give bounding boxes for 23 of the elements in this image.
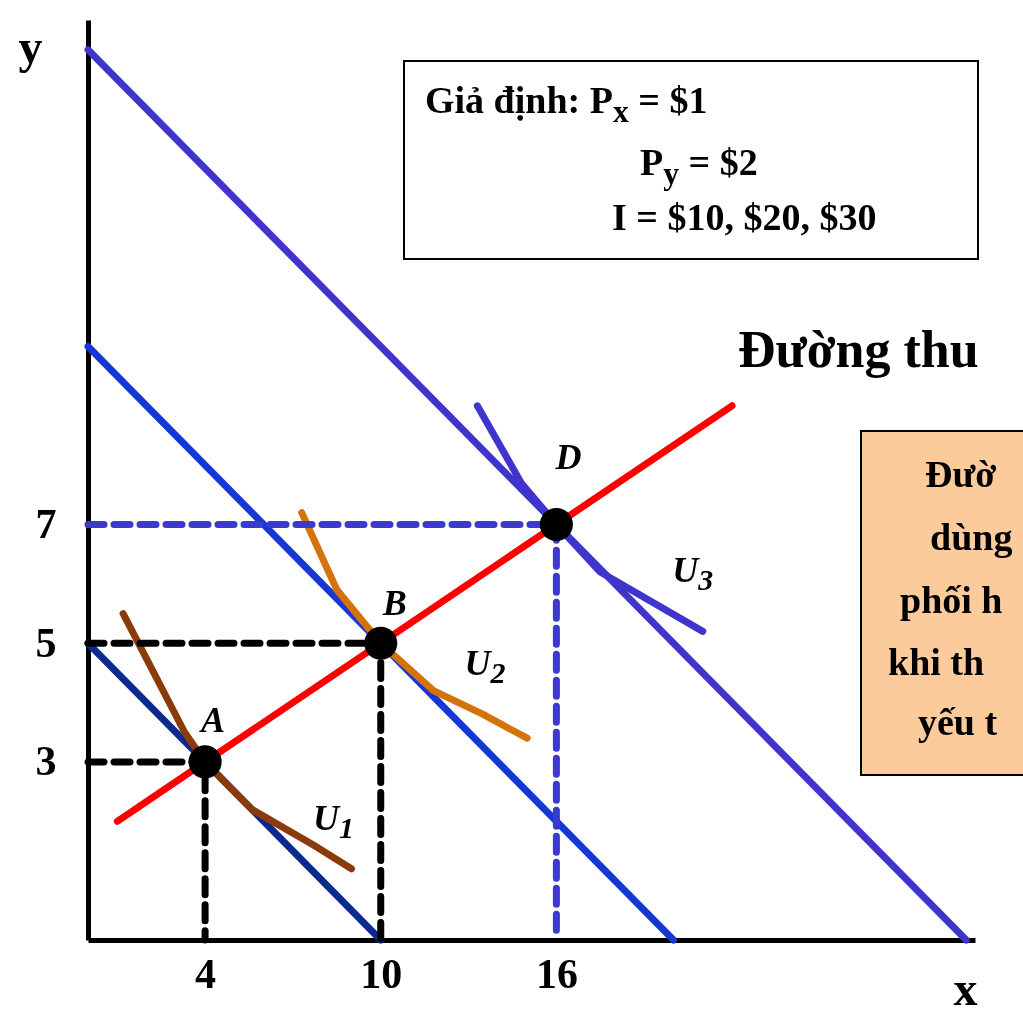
annotation: D <box>555 435 582 478</box>
annotation: U$_{3}$ <box>672 549 714 598</box>
annotation: Giả định: P$_{x}$ = $1 <box>425 78 708 130</box>
x-tick-label: 16 <box>535 950 578 997</box>
annotation: yếu t <box>918 700 998 744</box>
y-tick-label: 3 <box>35 738 57 785</box>
annotation: I = $10, $20, $30 <box>612 195 877 239</box>
annotation: U$_{1}$ <box>312 796 354 845</box>
y-axis-title: y <box>18 19 43 73</box>
annotation: dùng <box>930 515 1013 559</box>
annotation: phối h <box>900 578 1003 622</box>
annotation: Đường thu <box>738 320 979 379</box>
annotation: A <box>201 698 226 741</box>
x-tick-label: 10 <box>360 950 403 997</box>
annotation: khi th <box>888 640 985 684</box>
y-tick-label: 7 <box>35 501 57 548</box>
x-tick-label: 4 <box>195 950 217 997</box>
x-axis-title: x <box>953 961 978 1015</box>
annotation: P$_{y}$ = $2 <box>640 140 758 192</box>
annotation: B <box>382 582 407 625</box>
annotation: Đườ <box>925 452 997 496</box>
y-tick-label: 5 <box>35 619 57 666</box>
annotation: U$_{2}$ <box>464 642 506 691</box>
